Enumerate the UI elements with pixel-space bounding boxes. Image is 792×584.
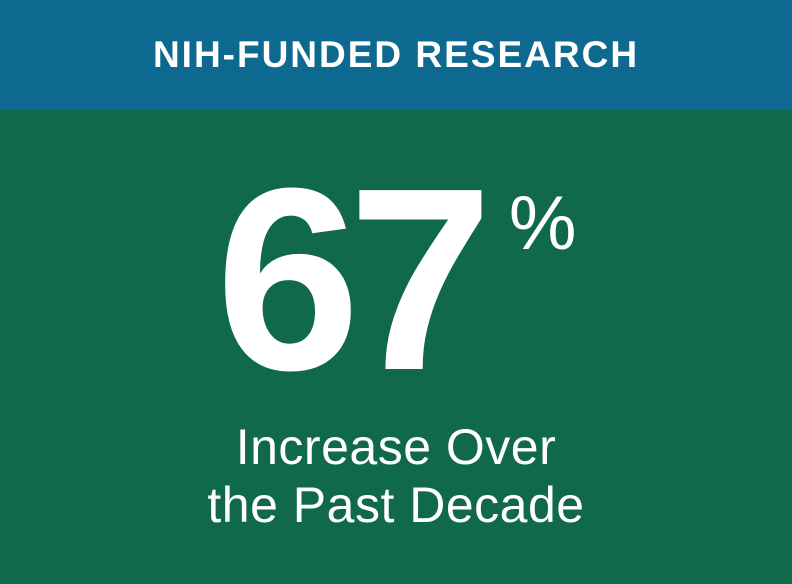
- main-panel: 67 % Increase Over the Past Decade: [0, 110, 792, 584]
- stat-number: 67: [216, 170, 481, 391]
- header-title: NIH-FUNDED RESEARCH: [153, 34, 639, 76]
- stat-caption: Increase Over the Past Decade: [207, 419, 584, 534]
- caption-line-2: the Past Decade: [207, 477, 584, 535]
- caption-line-1: Increase Over: [207, 419, 584, 477]
- stat-row: 67 %: [216, 170, 577, 391]
- header-banner: NIH-FUNDED RESEARCH: [0, 0, 792, 110]
- percent-symbol: %: [509, 192, 577, 257]
